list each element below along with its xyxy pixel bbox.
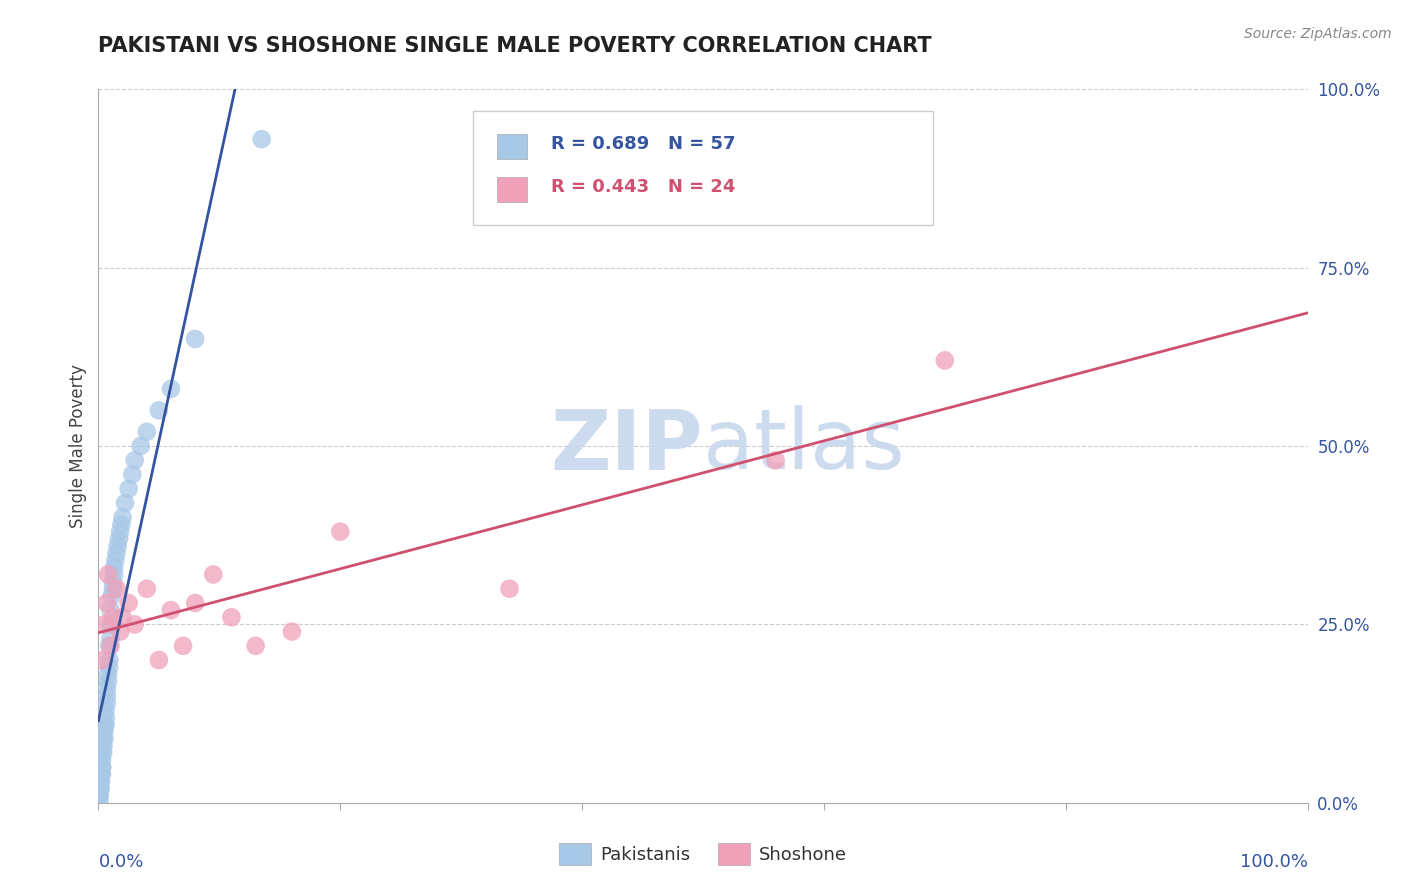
Point bbox=[135, 582, 157, 596]
Point bbox=[110, 517, 132, 532]
Point bbox=[97, 667, 120, 681]
Point bbox=[97, 674, 120, 689]
Point bbox=[129, 439, 152, 453]
Text: atlas: atlas bbox=[703, 406, 904, 486]
Point bbox=[89, 781, 111, 796]
Point bbox=[135, 425, 157, 439]
Point bbox=[91, 731, 114, 746]
Point bbox=[184, 332, 207, 346]
Point bbox=[148, 653, 170, 667]
Point bbox=[118, 482, 141, 496]
Point bbox=[93, 717, 115, 731]
Point bbox=[89, 796, 111, 810]
Point bbox=[148, 403, 170, 417]
Point bbox=[104, 553, 127, 567]
Point bbox=[124, 617, 146, 632]
Point bbox=[100, 617, 122, 632]
Point bbox=[94, 710, 117, 724]
Point bbox=[250, 132, 273, 146]
Point bbox=[329, 524, 352, 539]
Point bbox=[121, 467, 143, 482]
Text: ZIP: ZIP bbox=[551, 406, 703, 486]
Y-axis label: Single Male Poverty: Single Male Poverty bbox=[69, 364, 87, 528]
Point bbox=[90, 774, 112, 789]
Legend: Pakistanis, Shoshone: Pakistanis, Shoshone bbox=[551, 836, 855, 872]
Text: R = 0.689   N = 57: R = 0.689 N = 57 bbox=[551, 136, 735, 153]
Point bbox=[98, 653, 121, 667]
Point bbox=[103, 560, 125, 574]
Text: R = 0.443   N = 24: R = 0.443 N = 24 bbox=[551, 178, 735, 196]
FancyBboxPatch shape bbox=[498, 177, 527, 202]
Point bbox=[96, 681, 118, 696]
Point bbox=[184, 596, 207, 610]
Point bbox=[100, 589, 122, 603]
Point bbox=[100, 639, 122, 653]
Point bbox=[93, 724, 115, 739]
Point bbox=[94, 703, 117, 717]
Point bbox=[97, 567, 120, 582]
Point bbox=[107, 539, 129, 553]
Point bbox=[91, 753, 114, 767]
Point bbox=[108, 532, 131, 546]
Point bbox=[91, 760, 114, 774]
Point bbox=[90, 774, 112, 789]
Point bbox=[934, 353, 956, 368]
Text: Source: ZipAtlas.com: Source: ZipAtlas.com bbox=[1244, 27, 1392, 41]
Point bbox=[90, 781, 112, 796]
Point bbox=[114, 496, 136, 510]
Point bbox=[101, 610, 124, 624]
Point bbox=[101, 582, 124, 596]
Point bbox=[90, 767, 112, 781]
Point bbox=[93, 731, 115, 746]
Point bbox=[89, 789, 111, 803]
Point bbox=[91, 746, 114, 760]
Point bbox=[100, 603, 122, 617]
Text: 100.0%: 100.0% bbox=[1240, 853, 1308, 871]
Point bbox=[160, 603, 183, 617]
Point bbox=[281, 624, 304, 639]
Point bbox=[94, 717, 117, 731]
Point bbox=[100, 632, 122, 646]
Point bbox=[89, 781, 111, 796]
Point bbox=[91, 653, 114, 667]
Point bbox=[91, 760, 114, 774]
Point bbox=[105, 582, 128, 596]
Point bbox=[96, 689, 118, 703]
Point bbox=[98, 639, 121, 653]
Point bbox=[105, 546, 128, 560]
Point bbox=[118, 596, 141, 610]
Point bbox=[108, 524, 131, 539]
Point bbox=[91, 767, 114, 781]
FancyBboxPatch shape bbox=[474, 111, 932, 225]
Point bbox=[108, 624, 131, 639]
Point bbox=[89, 789, 111, 803]
Point bbox=[765, 453, 787, 467]
Text: 0.0%: 0.0% bbox=[98, 853, 143, 871]
Point bbox=[91, 739, 114, 753]
Point bbox=[96, 596, 118, 610]
Point bbox=[101, 574, 124, 589]
Point bbox=[103, 567, 125, 582]
Point bbox=[93, 617, 115, 632]
Point bbox=[172, 639, 194, 653]
Point bbox=[202, 567, 225, 582]
Point bbox=[98, 660, 121, 674]
Point bbox=[160, 382, 183, 396]
Point bbox=[96, 696, 118, 710]
Point bbox=[498, 582, 520, 596]
FancyBboxPatch shape bbox=[498, 134, 527, 159]
Point bbox=[91, 739, 114, 753]
Point bbox=[221, 610, 243, 624]
Point bbox=[245, 639, 267, 653]
Point bbox=[111, 510, 134, 524]
Point bbox=[111, 610, 134, 624]
Text: PAKISTANI VS SHOSHONE SINGLE MALE POVERTY CORRELATION CHART: PAKISTANI VS SHOSHONE SINGLE MALE POVERT… bbox=[98, 36, 932, 55]
Point bbox=[91, 746, 114, 760]
Point bbox=[124, 453, 146, 467]
